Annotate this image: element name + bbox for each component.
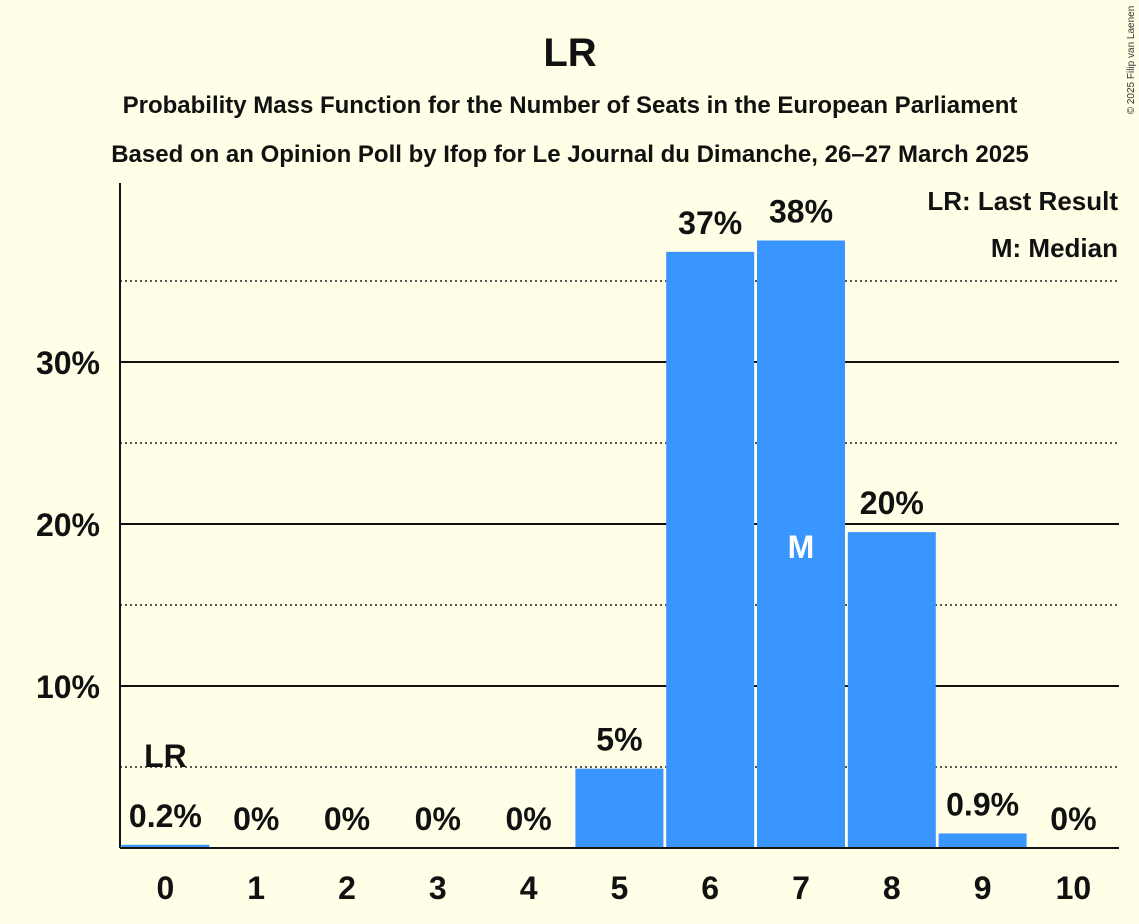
data-label-seats-10: 0%: [1050, 801, 1096, 837]
data-label-seats-5: 5%: [596, 722, 642, 758]
x-tick-label: 10: [1056, 870, 1092, 906]
x-tick-label: 2: [338, 870, 356, 906]
data-label-seats-9: 0.9%: [946, 786, 1019, 822]
y-tick-label: 30%: [36, 345, 100, 381]
x-tick-label: 9: [974, 870, 992, 906]
data-label-seats-4: 0%: [505, 801, 551, 837]
gridlines: [120, 280, 1119, 768]
chart-subtitle-line-2: Based on an Opinion Poll by Ifop for Le …: [111, 141, 1029, 168]
bar-seats-6: [666, 251, 755, 849]
x-tick-label: 7: [792, 870, 810, 906]
data-label-seats-0: 0.2%: [129, 798, 202, 834]
data-label-seats-8: 20%: [860, 485, 924, 521]
data-label-seats-2: 0%: [324, 801, 370, 837]
bar-seats-7: [757, 240, 845, 848]
x-tick-label: 0: [157, 870, 175, 906]
y-tick-label: 20%: [36, 507, 100, 543]
y-tick-label: 10%: [36, 669, 100, 705]
legend-median: M: Median: [991, 233, 1118, 263]
data-label-seats-7: 38%: [769, 194, 833, 230]
axes: 10% 20% 30% 0 1 2 3 4 5 6 7 8 9 10: [36, 183, 1119, 906]
data-label-seats-1: 0%: [233, 801, 279, 837]
legend-last-result: LR: Last Result: [927, 186, 1118, 216]
data-label-seats-3: 0%: [415, 801, 461, 837]
chart-subtitle-line-1: Probability Mass Function for the Number…: [123, 92, 1018, 119]
data-label-seats-6: 37%: [678, 205, 742, 241]
last-result-marker: LR: [144, 738, 187, 774]
bars: [121, 240, 1027, 849]
x-tick-label: 4: [520, 870, 538, 906]
bar-seats-9: [938, 833, 1027, 848]
bar-seats-0: [121, 844, 210, 848]
x-tick-label: 3: [429, 870, 447, 906]
x-tick-label: 1: [247, 870, 265, 906]
bar-seats-8: [847, 532, 936, 848]
chart-title: LR: [543, 31, 596, 75]
bar-seats-5: [575, 768, 664, 848]
x-tick-label: 8: [883, 870, 901, 906]
median-marker: M: [788, 529, 815, 565]
x-tick-label: 5: [611, 870, 629, 906]
copyright-notice: © 2025 Filip van Laenen: [1126, 6, 1137, 115]
x-tick-label: 6: [701, 870, 719, 906]
data-labels: 0.2% 0% 0% 0% 0% 5% 37% 38% 20% 0.9% 0% M LR: [129, 194, 1097, 838]
